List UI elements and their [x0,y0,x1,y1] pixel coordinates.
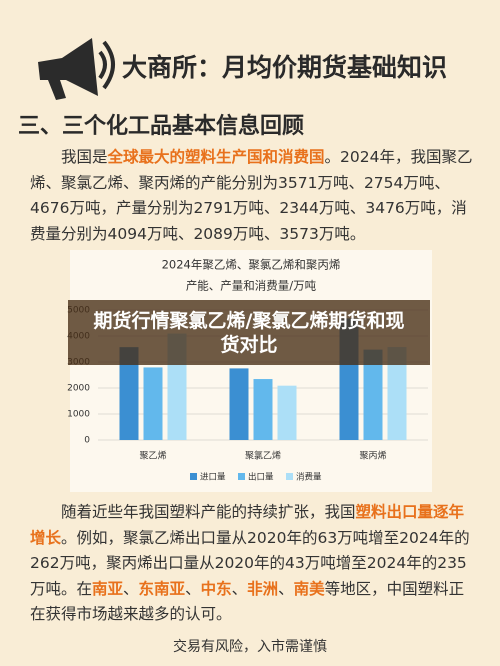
legend-swatch [190,473,197,480]
legend-swatch [286,473,293,480]
x-tick-label: 聚丙烯 [359,450,386,462]
y-tick-label: 2000 [67,384,90,394]
megaphone-icon [38,38,115,100]
highlight-text: 全球最大的塑料生产国和消费国 [107,148,325,166]
section-title: 三、三个化工品基本信息回顾 [18,114,305,139]
highlight-text: 塑料出口量逐年增长 [30,503,465,547]
text: 我国是 [61,148,108,166]
highlight-text: 非洲 [247,579,279,598]
text: 等地区，中国塑料正在获得市场越来越多的认可。 [30,579,465,624]
legend-label: 进口量 [200,473,226,483]
page-title: 大商所：月均价期货基础知识 [122,53,448,82]
text: 、 [123,579,139,598]
bar [277,385,297,440]
highlight-text: 南美 [293,579,325,598]
text: 随着近些年我国塑料产能的持续扩张，我国 [61,503,356,521]
text: 。例如，聚氯乙烯出口量从2020年的63万吨增至2024年的262万吨，聚丙烯出… [30,528,470,598]
legend-label: 出口量 [248,472,274,483]
legend-label: 消费量 [296,472,322,483]
highlight-text: 中东 [200,579,232,598]
bar [119,347,139,440]
bar [363,349,383,440]
text: 、 [185,579,201,598]
overlay-banner: 期货行情聚氯乙烯/聚氯乙烯期货和现货对比 [68,300,430,365]
text: 、 [278,579,294,598]
overlay-text: 期货行情聚氯乙烯/聚氯乙烯期货和现货对比 [93,309,405,356]
x-tick-label: 聚氯乙烯 [245,450,281,462]
highlight-text: 东南亚 [138,579,186,598]
paragraph: 我国是全球最大的塑料生产国和消费国。2024年，我国聚乙烯、聚氯乙烯、聚丙烯的产… [30,145,476,247]
paragraph: 随着近些年我国塑料产能的持续扩张，我国塑料出口量逐年增长。例如，聚氯乙烯出口量从… [30,500,476,628]
bar [143,367,163,440]
bar [253,379,273,440]
text: 、 [231,579,248,598]
text: 。2024年，我国聚乙烯、聚氯乙烯、聚丙烯的产能分别为3571万吨、2754万吨… [30,148,473,243]
y-tick-label: 0 [84,436,90,446]
y-tick-label: 1000 [67,410,90,420]
bar [229,368,249,440]
chart-title: 2024年聚乙烯、聚氯乙烯和聚丙烯 [162,258,341,272]
footer: 交易有风险，入市需谨慎 [173,639,327,655]
chart-title: 产能、产量和消费量/万吨 [186,279,317,293]
legend-swatch [238,473,245,480]
highlight-text: 南亚 [92,579,124,598]
x-tick-label: 聚乙烯 [139,450,166,462]
bar [387,347,407,440]
